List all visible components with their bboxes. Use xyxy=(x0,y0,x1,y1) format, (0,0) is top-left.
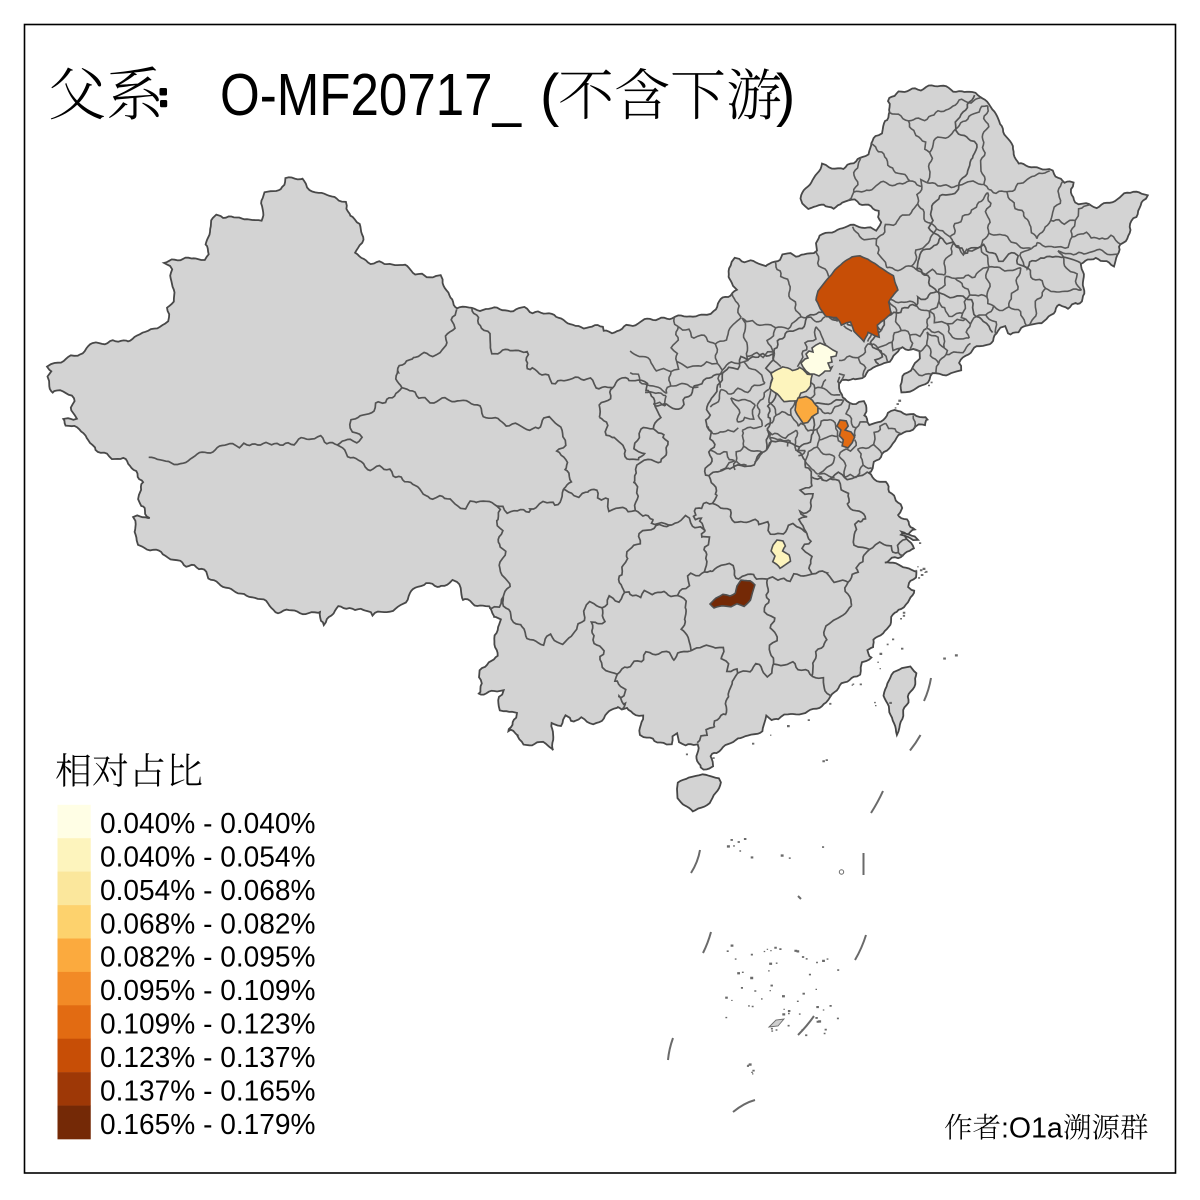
svg-text:0.109% - 0.123%: 0.109% - 0.123% xyxy=(100,1009,316,1041)
svg-text:0.040% - 0.040%: 0.040% - 0.040% xyxy=(100,808,316,840)
svg-text:0.165% - 0.179%: 0.165% - 0.179% xyxy=(100,1109,316,1141)
svg-text:0.068% - 0.082%: 0.068% - 0.082% xyxy=(100,908,316,940)
svg-text:0.095% - 0.109%: 0.095% - 0.109% xyxy=(100,975,316,1007)
svg-text:O-MF20717_: O-MF20717_ xyxy=(220,62,522,128)
svg-text:0.054% - 0.068%: 0.054% - 0.068% xyxy=(100,875,316,907)
svg-text:0.082% - 0.095%: 0.082% - 0.095% xyxy=(100,942,316,974)
svg-text:0.123% - 0.137%: 0.123% - 0.137% xyxy=(100,1042,316,1074)
svg-text:0.137% - 0.165%: 0.137% - 0.165% xyxy=(100,1075,316,1107)
svg-text:0.040% - 0.054%: 0.040% - 0.054% xyxy=(100,841,316,873)
svg-text::O1a: :O1a xyxy=(1001,1113,1063,1145)
svg-text:(: ( xyxy=(540,63,559,128)
svg-text:): ) xyxy=(776,63,795,128)
